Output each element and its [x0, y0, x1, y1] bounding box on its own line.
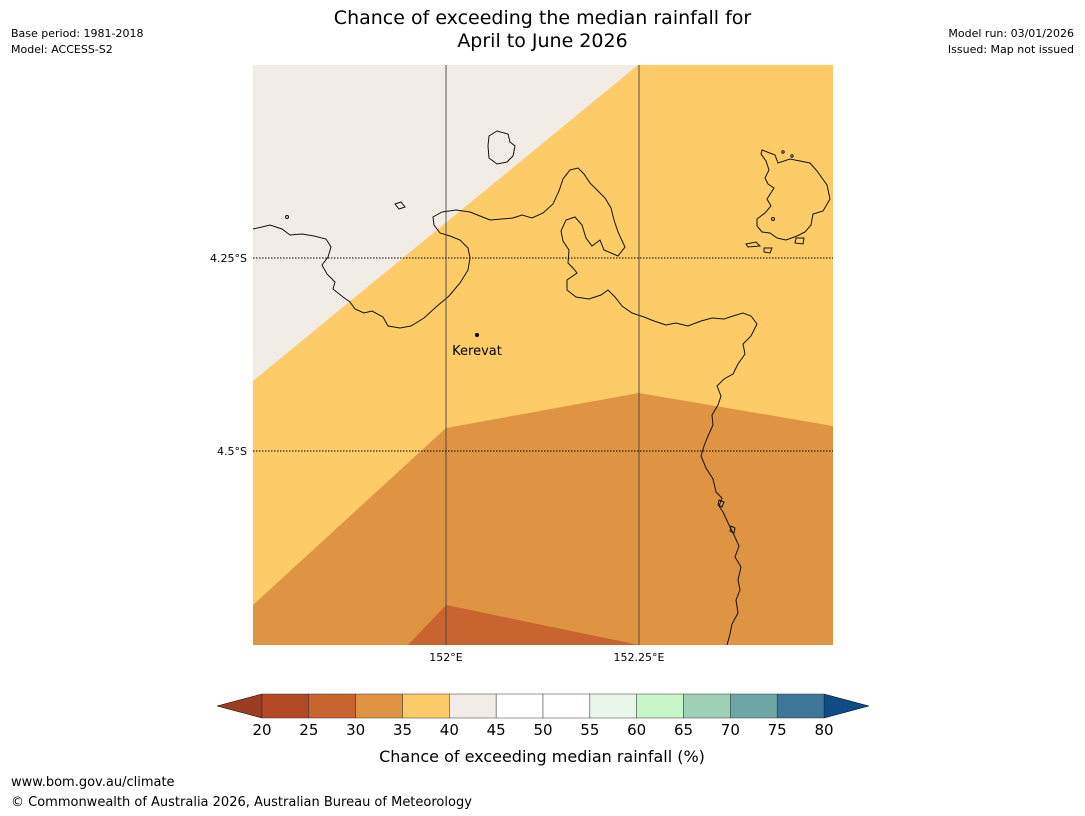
colorbar-tick-label: 20 [252, 721, 271, 739]
model-name: Model: ACCESS-S2 [11, 43, 113, 56]
issued-status: Issued: Map not issued [947, 43, 1074, 56]
colorbar-bin [542, 693, 591, 719]
colorbar-bin [355, 693, 403, 719]
footer-url: www.bom.gov.au/climate [11, 775, 175, 790]
colorbar-bin [589, 693, 637, 719]
colorbar-tick-label: 40 [440, 721, 459, 739]
colorbar-bin [636, 693, 684, 719]
kerevat-marker [475, 333, 479, 337]
place-label-kerevat: Kerevat [452, 344, 502, 359]
colorbar-bin [449, 693, 497, 719]
colorbar-tick-label: 60 [627, 721, 646, 739]
colorbar-tick-label: 55 [580, 721, 599, 739]
meta-left: Base period: 1981-2018 Model: ACCESS-S2 [11, 26, 143, 58]
base-period: Base period: 1981-2018 [11, 27, 144, 40]
colorbar-tick-label: 65 [674, 721, 693, 739]
colorbar-under-arrow [216, 693, 263, 719]
lat-label-4-5: 4.5°S [217, 445, 247, 458]
meta-right: Model run: 03/01/2026 Issued: Map not is… [948, 26, 1074, 58]
zone-30-35 [253, 393, 833, 645]
colorbar-tick-label: 80 [814, 721, 833, 739]
title-line-1: Chance of exceeding the median rainfall … [333, 7, 752, 29]
colorbar: 20 25 30 35 40 45 50 55 60 65 70 75 80 [216, 693, 870, 739]
model-run: Model run: 03/01/2026 [948, 27, 1074, 40]
lat-label-4-25: 4.25°S [210, 252, 247, 265]
colorbar-tick-label: 30 [346, 721, 365, 739]
colorbar-over-arrow [823, 693, 870, 719]
lon-label-152: 152°E [429, 651, 462, 664]
title-line-2: April to June 2026 [457, 30, 628, 52]
colorbar-bin [730, 693, 778, 719]
coastline [253, 130, 831, 645]
colorbar-tick-label: 70 [721, 721, 740, 739]
map-area [253, 65, 833, 645]
lon-label-152-25: 152.25°E [614, 651, 665, 664]
graticule [253, 65, 833, 645]
zone-25-30 [408, 605, 639, 645]
colorbar-label: Chance of exceeding median rainfall (%) [379, 747, 705, 766]
colorbar-tick-label: 45 [487, 721, 506, 739]
map-title: Chance of exceeding the median rainfall … [0, 7, 1085, 53]
colorbar-bin [776, 693, 825, 719]
colorbar-bin [495, 693, 544, 719]
colorbar-tick-label: 75 [768, 721, 787, 739]
colorbar-tick-label: 25 [299, 721, 318, 739]
colorbar-tick-label: 35 [393, 721, 412, 739]
colorbar-bin [683, 693, 731, 719]
colorbar-bin [308, 693, 356, 719]
colorbar-bin [402, 693, 450, 719]
colorbar-bin [261, 693, 310, 719]
colorbar-tick-label: 50 [533, 721, 552, 739]
footer-copyright: © Commonwealth of Australia 2026, Austra… [11, 795, 472, 810]
